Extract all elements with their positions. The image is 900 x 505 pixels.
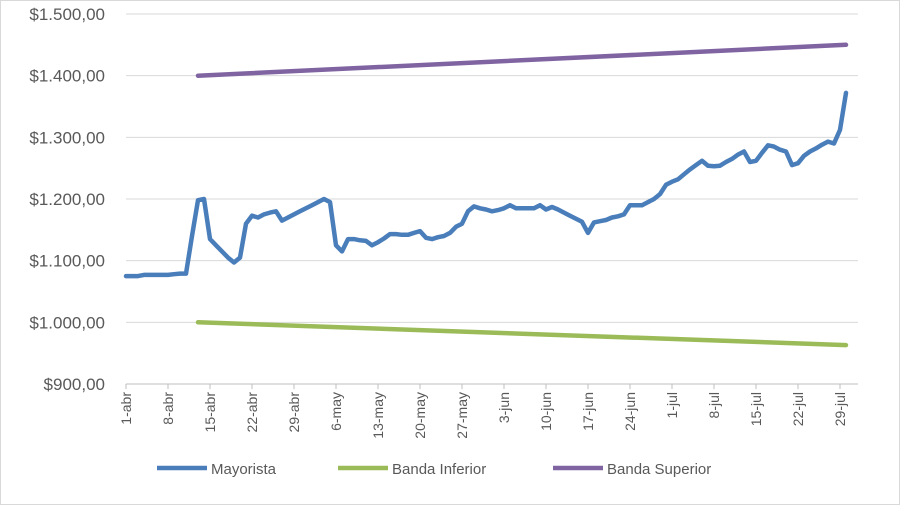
y-tick-label: $900,00 bbox=[44, 375, 105, 394]
legend-label: Banda Superior bbox=[607, 461, 711, 478]
y-tick-label: $1.400,00 bbox=[29, 67, 105, 86]
x-tick-label: 6-may bbox=[328, 392, 344, 431]
series-line-mayorista bbox=[123, 90, 849, 279]
y-tick-label: $1.300,00 bbox=[29, 128, 105, 147]
x-tick-label: 8-abr bbox=[160, 392, 176, 425]
legend-label: Mayorista bbox=[211, 461, 277, 478]
x-axis bbox=[125, 383, 858, 389]
x-tick-label: 27-may bbox=[454, 392, 470, 439]
x-tick-label: 3-jun bbox=[496, 392, 512, 423]
y-axis-tick-labels: $900,00 $1.000,00 $1.100,00 $1.200,00 $1.300… bbox=[29, 5, 105, 394]
y-tick-label: $1.200,00 bbox=[29, 190, 105, 209]
x-tick-label: 20-may bbox=[412, 392, 428, 439]
y-tick-label: $1.500,00 bbox=[29, 5, 105, 24]
x-tick-label: 29-jul bbox=[832, 392, 848, 426]
y-tick-label: $1.000,00 bbox=[29, 313, 105, 332]
x-tick-label: 13-may bbox=[370, 392, 386, 439]
x-tick-label: 24-jun bbox=[622, 392, 638, 431]
series-line-banda-inferior bbox=[195, 320, 849, 348]
x-tick-label: 1-jul bbox=[664, 392, 680, 418]
x-tick-label: 22-jul bbox=[790, 392, 806, 426]
legend: Mayorista Banda Inferior Banda Superior bbox=[157, 461, 711, 478]
x-tick-label: 15-jul bbox=[748, 392, 764, 426]
series-lines bbox=[123, 42, 849, 348]
x-tick-label: 17-jun bbox=[580, 392, 596, 431]
x-tick-label: 29-abr bbox=[286, 392, 302, 433]
x-tick-label: 22-abr bbox=[244, 392, 260, 433]
series-line-banda-superior bbox=[195, 42, 849, 78]
x-tick-label: 8-jul bbox=[706, 392, 722, 418]
x-tick-label: 10-jun bbox=[538, 392, 554, 431]
x-tick-label: 1-abr bbox=[118, 392, 134, 425]
y-tick-label: $1.100,00 bbox=[29, 252, 105, 271]
x-axis-tick-labels: 1-abr 8-abr 15-abr 22-abr 29-abr 6-may 13-may 2… bbox=[118, 392, 848, 439]
x-tick-label: 15-abr bbox=[202, 392, 218, 433]
legend-label: Banda Inferior bbox=[392, 461, 486, 478]
